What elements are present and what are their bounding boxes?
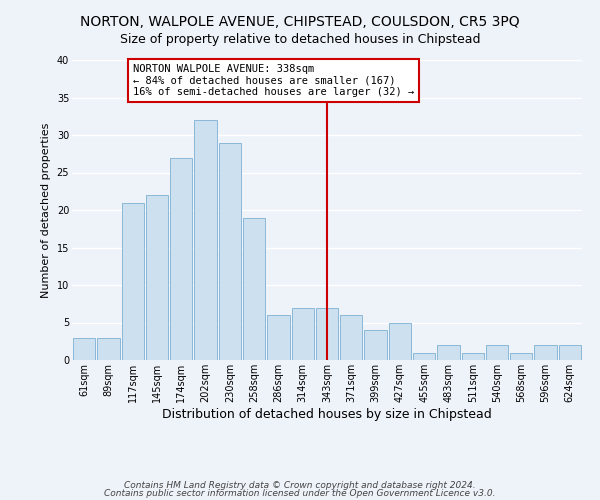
Bar <box>218 142 241 360</box>
Bar <box>243 218 265 360</box>
Bar <box>535 345 557 360</box>
Bar <box>97 338 119 360</box>
Y-axis label: Number of detached properties: Number of detached properties <box>41 122 51 298</box>
Bar <box>510 352 532 360</box>
Text: NORTON, WALPOLE AVENUE, CHIPSTEAD, COULSDON, CR5 3PQ: NORTON, WALPOLE AVENUE, CHIPSTEAD, COULS… <box>80 15 520 29</box>
Bar <box>486 345 508 360</box>
Text: Size of property relative to detached houses in Chipstead: Size of property relative to detached ho… <box>120 32 480 46</box>
Bar <box>364 330 387 360</box>
Bar <box>122 202 144 360</box>
X-axis label: Distribution of detached houses by size in Chipstead: Distribution of detached houses by size … <box>162 408 492 420</box>
Bar <box>340 315 362 360</box>
Bar <box>73 338 95 360</box>
Bar <box>389 322 411 360</box>
Bar <box>316 308 338 360</box>
Text: NORTON WALPOLE AVENUE: 338sqm
← 84% of detached houses are smaller (167)
16% of : NORTON WALPOLE AVENUE: 338sqm ← 84% of d… <box>133 64 414 97</box>
Bar <box>170 158 193 360</box>
Bar <box>413 352 436 360</box>
Bar <box>461 352 484 360</box>
Bar <box>559 345 581 360</box>
Bar <box>437 345 460 360</box>
Text: Contains HM Land Registry data © Crown copyright and database right 2024.: Contains HM Land Registry data © Crown c… <box>124 480 476 490</box>
Bar <box>292 308 314 360</box>
Bar <box>267 315 290 360</box>
Bar <box>194 120 217 360</box>
Bar <box>146 195 168 360</box>
Text: Contains public sector information licensed under the Open Government Licence v3: Contains public sector information licen… <box>104 489 496 498</box>
